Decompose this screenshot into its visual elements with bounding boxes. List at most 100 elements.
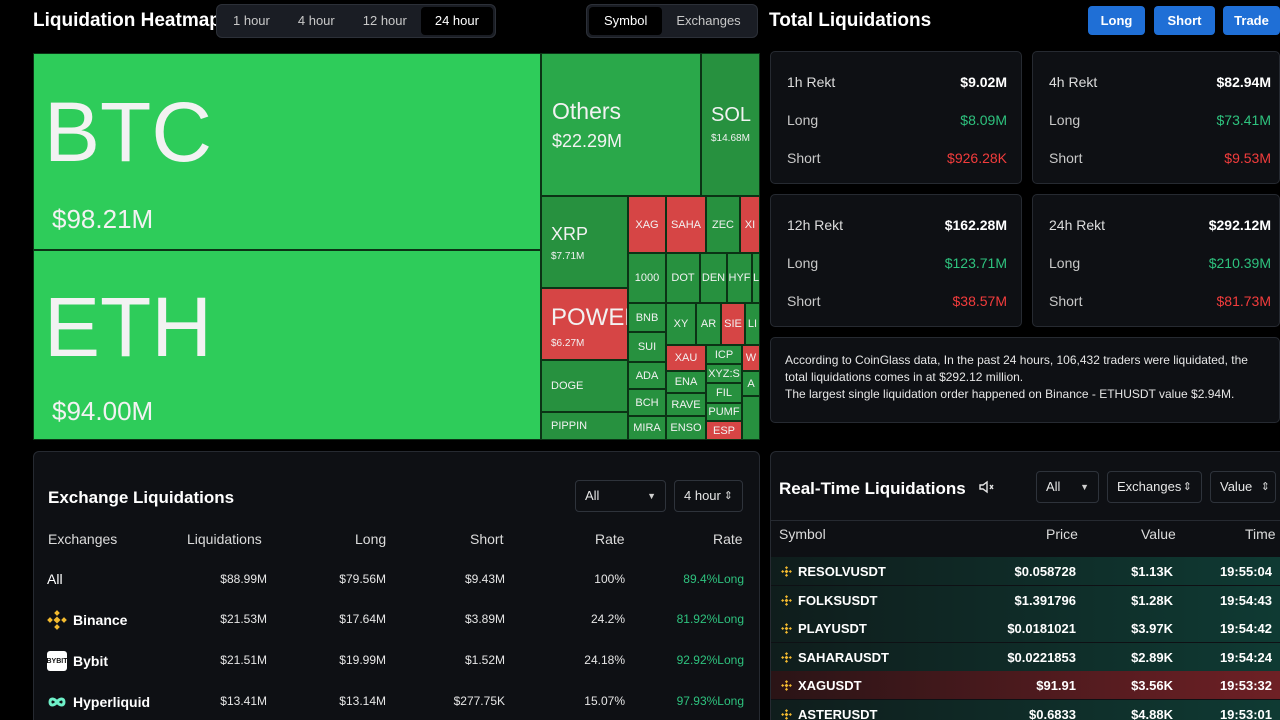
heatmap-tile-mira[interactable]: MIRA <box>628 416 666 440</box>
cell-long-rate: 97.93%Long <box>676 694 744 708</box>
heatmap-tile-sie[interactable]: SIE <box>721 303 745 345</box>
tile-symbol: Others <box>552 98 622 124</box>
column-liquidations[interactable]: Liquidations <box>187 531 262 547</box>
heatmap-tile-bch[interactable]: BCH <box>628 389 666 416</box>
heatmap-tile-a[interactable]: A <box>742 371 760 396</box>
heatmap-tile-xrp[interactable]: XRP $7.71M <box>541 196 628 288</box>
heatmap-tile-power[interactable]: POWER $6.27M <box>541 288 628 360</box>
realtime-row[interactable]: XAGUSDT $91.91 $3.56K 19:53:32 <box>771 671 1280 700</box>
rekt-long-value: $123.71M <box>944 255 1007 271</box>
heatmap-tile-bnb[interactable]: BNB <box>628 303 666 332</box>
column-time[interactable]: Time <box>1245 526 1276 542</box>
cell-rate: 24.18% <box>584 653 625 667</box>
realtime-row[interactable]: RESOLVUSDT $0.058728 $1.13K 19:55:04 <box>771 557 1280 585</box>
heatmap-tile-misc[interactable] <box>742 396 760 440</box>
exchange-all[interactable]: All <box>47 571 63 587</box>
heatmap-tile-pumf[interactable]: PUMF <box>706 403 742 421</box>
realtime-row[interactable]: SAHARAUSDT $0.0221853 $2.89K 19:54:24 <box>771 642 1280 671</box>
heatmap-tile-1000[interactable]: 1000 <box>628 253 666 303</box>
heatmap-tile-rave[interactable]: RAVE <box>666 393 706 416</box>
heatmap-tile-saha[interactable]: SAHA <box>666 196 706 253</box>
rekt-long-value: $73.41M <box>1216 112 1271 128</box>
heatmap-tile-esp[interactable]: ESP <box>706 421 742 440</box>
rekt-label: 12h Rekt <box>787 217 844 233</box>
tile-symbol: POWER <box>551 304 627 331</box>
column-symbol: Symbol <box>779 526 826 542</box>
heatmap-tile-xag[interactable]: XAG <box>628 196 666 253</box>
column-price[interactable]: Price <box>1046 526 1078 542</box>
heatmap-tile-l[interactable]: L <box>752 253 760 303</box>
column-rate[interactable]: Rate <box>595 531 625 547</box>
cell-price: $0.058728 <box>1014 564 1076 579</box>
realtime-row[interactable]: FOLKSUSDT $1.391796 $1.28K 19:54:43 <box>771 585 1280 614</box>
exchange-filter-select[interactable]: All ▼ <box>575 480 666 512</box>
heatmap-tile-ena[interactable]: ENA <box>666 371 706 393</box>
heatmap-tile-ar[interactable]: AR <box>696 303 721 345</box>
heatmap-tile-zec[interactable]: ZEC <box>706 196 740 253</box>
cell-price: $0.6833 <box>1029 707 1076 720</box>
exchange-bybit[interactable]: BYBIT Bybit <box>47 651 108 671</box>
long-button[interactable]: Long <box>1088 6 1145 35</box>
heatmap-tile-xau[interactable]: XAU <box>666 345 706 371</box>
short-label: Short <box>787 150 821 166</box>
heatmap-tile-doge[interactable]: DOGE <box>541 360 628 412</box>
sort-arrows-icon: ⇕ <box>723 490 733 502</box>
total-liquidations-title: Total Liquidations <box>769 10 932 31</box>
tab-exchanges[interactable]: Exchanges <box>676 13 741 28</box>
realtime-value-select[interactable]: Value ⇕ <box>1210 471 1276 503</box>
heatmap-tile-others[interactable]: Others $22.29M <box>541 53 701 196</box>
heatmap-tile-li[interactable]: LI <box>745 303 760 345</box>
heatmap-tile-pippin[interactable]: PIPPIN <box>541 412 628 440</box>
tab-12-hour[interactable]: 12 hour <box>362 13 407 28</box>
column-exchanges: Exchanges <box>48 531 118 547</box>
heatmap-tile-enso[interactable]: ENSO <box>666 416 706 440</box>
heatmap-tile-den[interactable]: DEN <box>700 253 727 303</box>
heatmap-tile-eth[interactable]: ETH $94.00M <box>33 250 541 440</box>
heatmap-tile-xyz[interactable]: XYZ:S <box>706 364 742 383</box>
heatmap-tile-xy[interactable]: XY <box>666 303 696 345</box>
cell-rate: 100% <box>594 572 625 586</box>
bybit-logo-icon: BYBIT <box>47 651 68 671</box>
cell-rate: 15.07% <box>584 694 625 708</box>
realtime-row[interactable]: ASTERUSDT $0.6833 $4.88K 19:53:01 <box>771 700 1280 720</box>
heatmap-tile-dot[interactable]: DOT <box>666 253 700 303</box>
column-value[interactable]: Value <box>1141 526 1176 542</box>
column-rate-long[interactable]: Rate <box>713 531 743 547</box>
cell-value: $3.97K <box>1131 621 1173 637</box>
binance-logo-icon <box>781 651 792 663</box>
tab-1-hour[interactable]: 1 hour <box>233 13 270 28</box>
cell-symbol: PLAYUSDT <box>798 621 867 637</box>
heatmap-tile-xi[interactable]: XI <box>740 196 760 253</box>
rekt-short-value: $81.73M <box>1216 293 1271 309</box>
exchange-hyperliquid[interactable]: Hyperliquid <box>47 692 150 712</box>
heatmap-tile-sui[interactable]: SUI <box>628 332 666 362</box>
cell-symbol: RESOLVUSDT <box>798 564 886 579</box>
realtime-row[interactable]: PLAYUSDT $0.0181021 $3.97K 19:54:42 <box>771 614 1280 643</box>
heatmap-tile-icp[interactable]: ICP <box>706 345 742 364</box>
tab-4-hour[interactable]: 4 hour <box>297 13 335 28</box>
time-range-tabs: 1 hour 4 hour 12 hour 24 hour <box>216 4 496 38</box>
rekt-total: $292.12M <box>1208 217 1271 233</box>
tab-symbol[interactable]: Symbol <box>589 7 663 35</box>
trade-button[interactable]: Trade <box>1223 6 1280 35</box>
heatmap-tile-btc[interactable]: BTC $98.21M <box>33 53 541 250</box>
column-short[interactable]: Short <box>470 531 504 547</box>
select-value: Value <box>1220 479 1253 494</box>
heatmap-tile-fil[interactable]: FIL <box>706 383 742 403</box>
exchange-binance[interactable]: Binance <box>47 610 127 630</box>
exchange-name: All <box>47 571 63 587</box>
realtime-exchanges-select[interactable]: Exchanges ⇕ <box>1107 471 1202 503</box>
exchange-period-select[interactable]: 4 hour ⇕ <box>674 480 743 512</box>
heatmap-tile-ada[interactable]: ADA <box>628 362 666 389</box>
rekt-card-12h: 12h Rekt $162.28M Long $123.71M Short $38.5… <box>770 194 1022 327</box>
tab-24-hour[interactable]: 24 hour <box>420 7 493 35</box>
column-long[interactable]: Long <box>355 531 387 547</box>
heatmap-tile-hyf[interactable]: HYF <box>727 253 752 303</box>
sound-toggle-icon[interactable] <box>977 478 997 496</box>
short-button[interactable]: Short <box>1154 6 1215 35</box>
realtime-filter-select[interactable]: All ▼ <box>1036 471 1099 503</box>
heatmap-tile-w[interactable]: W <box>742 345 760 371</box>
chevron-down-icon: ▼ <box>1080 482 1089 492</box>
heatmap-tile-sol[interactable]: SOL $14.68M <box>701 53 760 196</box>
cell-short: $9.43M <box>464 572 505 586</box>
